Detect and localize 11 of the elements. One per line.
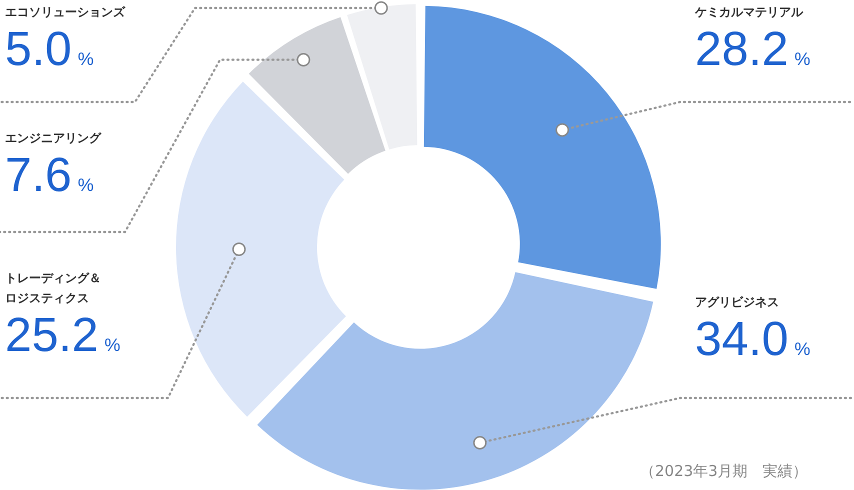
slice-label: トレーディング＆ロジスティクス <box>5 270 102 307</box>
data-label: 25.2% <box>5 309 120 362</box>
data-label: 7.6% <box>5 149 94 202</box>
data-label: 5.0% <box>5 23 94 76</box>
data-label: 34.0% <box>695 313 810 366</box>
text: （2023年3月期 実績） <box>640 462 808 481</box>
slice-label: エンジニアリング <box>5 130 102 147</box>
slice-label: エコソリューションズ <box>5 4 126 21</box>
slice-label: アグリビジネス <box>695 294 780 311</box>
slice-label: ケミカルマテリアル <box>695 4 804 21</box>
data-label: 28.2% <box>695 23 810 76</box>
